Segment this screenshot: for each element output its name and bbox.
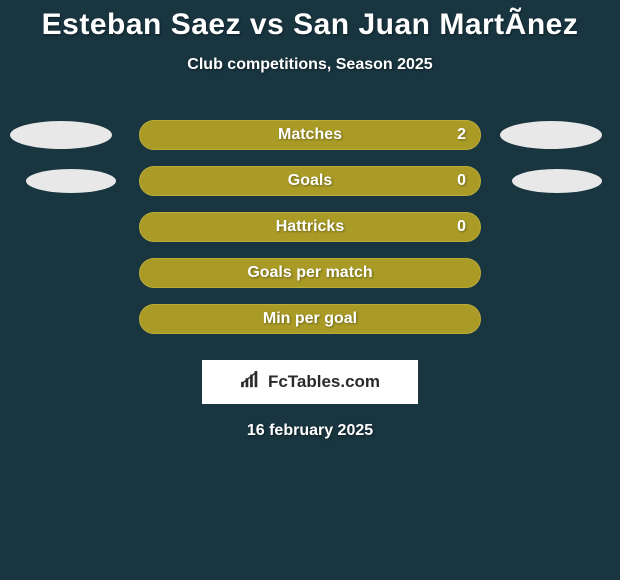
date-text: 16 february 2025 bbox=[0, 422, 620, 440]
stat-bar: Goals per match bbox=[139, 258, 481, 288]
stat-row-matches: Matches 2 bbox=[0, 112, 620, 158]
stat-bar: Hattricks 0 bbox=[139, 212, 481, 242]
source-logo: FcTables.com bbox=[202, 360, 418, 404]
stat-bar: Goals 0 bbox=[139, 166, 481, 196]
subtitle: Club competitions, Season 2025 bbox=[0, 56, 620, 74]
stat-label: Min per goal bbox=[140, 310, 480, 328]
stat-label: Goals per match bbox=[140, 264, 480, 282]
logo-text: FcTables.com bbox=[268, 372, 380, 392]
stat-row-hattricks: Hattricks 0 bbox=[0, 204, 620, 250]
stat-bar: Min per goal bbox=[139, 304, 481, 334]
left-value-ellipse bbox=[26, 169, 116, 193]
stat-bar: Matches 2 bbox=[139, 120, 481, 150]
stat-label: Hattricks bbox=[140, 218, 480, 236]
page-title: Esteban Saez vs San Juan MartÃ­nez bbox=[0, 0, 620, 42]
stat-row-goals: Goals 0 bbox=[0, 158, 620, 204]
stat-label: Goals bbox=[140, 172, 480, 190]
left-value-ellipse bbox=[10, 121, 112, 149]
stat-row-goals-per-match: Goals per match bbox=[0, 250, 620, 296]
stat-row-min-per-goal: Min per goal bbox=[0, 296, 620, 342]
right-value-ellipse bbox=[512, 169, 602, 193]
stat-value: 2 bbox=[457, 126, 466, 144]
right-value-ellipse bbox=[500, 121, 602, 149]
stat-label: Matches bbox=[140, 126, 480, 144]
stat-value: 0 bbox=[457, 218, 466, 236]
stat-value: 0 bbox=[457, 172, 466, 190]
bar-chart-icon bbox=[240, 371, 268, 394]
stats-block: Matches 2 Goals 0 Hattricks 0 Goals per … bbox=[0, 112, 620, 342]
